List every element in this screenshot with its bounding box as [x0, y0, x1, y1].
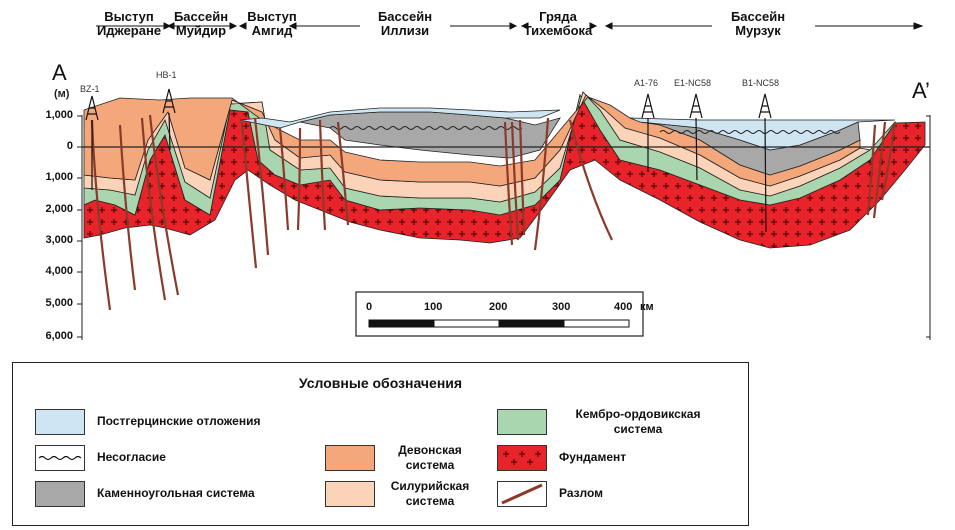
scale-box: [355, 291, 644, 337]
scale-tick: 200: [489, 301, 508, 313]
well-bz1: [85, 95, 99, 190]
region-mouydir-line1: Бассейн: [173, 9, 229, 24]
legend-devonian: Девонская система: [398, 443, 462, 472]
region-murzuq-line1: Бассейн: [730, 9, 786, 24]
unconformity-line: [329, 126, 523, 130]
cross-section: [77, 22, 931, 340]
region-amguid-line1: Выступ: [247, 9, 297, 24]
swatch-fault: [497, 481, 547, 507]
region-mouydir-line2: Муйдир: [175, 23, 227, 38]
region-ijerane: Выступ Иджеране: [93, 10, 165, 38]
legend-unconformity: Несогласие: [97, 450, 166, 464]
depth-tick: 4,000: [45, 265, 73, 277]
scale-tick: 300: [552, 301, 571, 313]
depth-tick: 2,000: [45, 203, 73, 215]
well-b1nc58: [758, 93, 772, 233]
region-illizi-line2: Иллизи: [380, 23, 430, 38]
swatch-silurian: [325, 481, 375, 507]
legend: Условные обозначения Постгерцинские отло…: [12, 362, 749, 526]
swatch-post-hercynian: [35, 409, 85, 435]
depth-unit-label: (м): [54, 88, 70, 100]
well-label: BZ-1: [80, 84, 100, 94]
region-illizi: Бассейн Иллизи: [365, 10, 445, 38]
swatch-devonian: [325, 445, 375, 471]
region-murzuq-line2: Мурзук: [735, 23, 781, 38]
swatch-basement: [497, 445, 547, 471]
scale-tick: 100: [424, 301, 443, 313]
well-label: B1-NC58: [742, 78, 780, 88]
scale-tick: 0: [366, 301, 373, 313]
depth-tick: 1,000: [45, 171, 73, 183]
legend-basement: Фундамент: [559, 450, 627, 464]
region-mouydir: Бассейн Муйдир: [165, 10, 237, 38]
depth-tick: 3,000: [45, 234, 73, 246]
well-e1nc58: [689, 93, 703, 181]
well-a176: [641, 93, 655, 172]
legend-title: Условные обозначения: [298, 375, 463, 391]
scale-bar: [368, 319, 630, 328]
region-amguid: Выступ Амгид: [239, 10, 305, 38]
region-amguid-line2: Амгид: [251, 23, 293, 38]
swatch-unconformity: [35, 445, 85, 471]
section-start-label: A: [52, 60, 67, 85]
legend-fault: Разлом: [559, 486, 603, 500]
section-end-label: A’: [912, 78, 930, 103]
scale-unit: км: [640, 301, 654, 313]
legend-cambro-ordovician: Кембро-ордовикская система: [575, 407, 701, 436]
depth-tick: 5,000: [45, 297, 73, 309]
region-ijerane-line2: Иджеране: [96, 23, 162, 38]
legend-carboniferous: Каменноугольная система: [97, 486, 255, 500]
faults: [90, 114, 897, 311]
region-arrows: [96, 22, 924, 30]
swatch-carboniferous: [35, 481, 85, 507]
post-hercynian-layer: [239, 107, 896, 151]
well-label: A1-76: [634, 78, 659, 88]
legend-silurian: Силурийская система: [390, 479, 470, 508]
region-ijerane-line1: Выступ: [104, 9, 154, 24]
swatch-cambro-ordovician: [497, 409, 547, 435]
well-label: E1-NC58: [674, 78, 712, 88]
region-murzuq: Бассейн Мурзук: [718, 10, 798, 38]
well-hb1: [162, 88, 176, 151]
region-illizi-line1: Бассейн: [377, 9, 433, 24]
depth-tick: 6,000: [45, 330, 73, 342]
region-tihemboka: Гряда Тихембока: [515, 10, 601, 38]
well-label: HB-1: [156, 70, 177, 80]
legend-post-hercynian: Постгерцинские отложения: [97, 414, 261, 428]
region-tihemboka-line2: Тихембока: [523, 23, 593, 38]
depth-tick: 1,000: [45, 109, 73, 121]
scale-tick: 400: [614, 301, 633, 313]
region-tihemboka-line1: Гряда: [539, 9, 577, 24]
depth-tick: 0: [66, 140, 73, 152]
unconformity-line-murzuq: [659, 130, 841, 134]
